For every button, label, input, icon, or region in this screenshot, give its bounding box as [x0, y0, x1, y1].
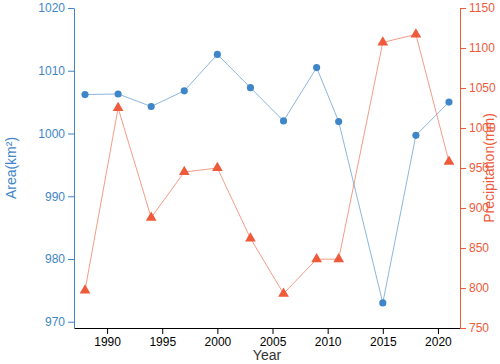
point — [335, 118, 342, 125]
tick-mark — [460, 288, 466, 289]
data — [80, 28, 455, 306]
tick-label: 2015 — [370, 335, 397, 349]
tick-label: 1990 — [94, 335, 121, 349]
point — [412, 132, 419, 139]
point — [181, 87, 188, 94]
point — [377, 36, 388, 45]
tick: 1000 — [38, 127, 74, 141]
series-line — [85, 34, 449, 293]
tick-mark — [460, 88, 466, 89]
tick: 1990 — [94, 328, 121, 349]
tick-mark — [460, 168, 466, 169]
tick-label: 1050 — [469, 81, 496, 95]
tick-mark — [107, 328, 108, 334]
tick-mark — [217, 328, 218, 334]
tick: 750 — [460, 321, 489, 335]
point — [333, 253, 344, 262]
tick-label: 1020 — [38, 1, 65, 15]
chart: 1990 1995 2000 2005 2010 2015 2020 970 980 990 100… — [0, 0, 500, 364]
point — [179, 166, 190, 175]
tick: 1150 — [460, 1, 495, 15]
tick-label: 980 — [45, 252, 65, 266]
tick-mark — [383, 328, 384, 334]
point — [146, 211, 157, 220]
tick-label: 1150 — [469, 1, 495, 15]
tick-mark — [273, 328, 274, 334]
tick-label: 850 — [469, 241, 489, 255]
y2-axis-title: Precipitation(mm) — [481, 113, 497, 223]
tick-mark — [68, 8, 74, 9]
tick: 970 — [45, 315, 74, 329]
point — [278, 287, 289, 296]
tick-mark — [68, 322, 74, 323]
point — [280, 117, 287, 124]
tick: 850 — [460, 241, 489, 255]
point — [411, 28, 422, 37]
tick-label: 970 — [45, 315, 65, 329]
point — [81, 91, 88, 98]
tick-label: 1000 — [38, 127, 65, 141]
tick: 2015 — [370, 328, 397, 349]
point — [148, 103, 155, 110]
point — [245, 232, 256, 241]
point — [313, 64, 320, 71]
plot: 1990 1995 2000 2005 2010 2015 2020 970 980 990 100… — [38, 1, 496, 348]
point — [212, 162, 223, 171]
tick-mark — [68, 71, 74, 72]
tick: 1010 — [38, 64, 74, 78]
tick-mark — [460, 128, 466, 129]
tick-label: 750 — [469, 321, 489, 335]
tick-mark — [328, 328, 329, 334]
tick: 1020 — [38, 1, 74, 15]
tick: 990 — [45, 190, 74, 204]
tick-label: 1100 — [469, 41, 495, 55]
x-axis-title: Year — [253, 347, 282, 363]
y-axis-line — [74, 9, 75, 329]
tick: 2005 — [260, 328, 287, 349]
tick-label: 990 — [45, 190, 65, 204]
tick: 2000 — [205, 328, 232, 349]
tick-mark — [68, 196, 74, 197]
tick: 1995 — [149, 328, 176, 349]
tick-mark — [460, 248, 466, 249]
point — [214, 51, 221, 58]
point — [445, 99, 452, 106]
point — [115, 90, 122, 97]
tick-mark — [460, 48, 466, 49]
tick-mark — [460, 8, 466, 9]
tick-label: 1995 — [149, 335, 176, 349]
point — [113, 102, 124, 111]
x-axis: 1990 1995 2000 2005 2010 2015 2020 — [75, 328, 461, 349]
tick-mark — [438, 328, 439, 334]
tick-label: 1010 — [38, 64, 65, 78]
tick-mark — [460, 208, 466, 209]
y-axis-title: Area(km²) — [3, 137, 19, 199]
tick-mark — [68, 259, 74, 260]
tick: 1100 — [460, 41, 495, 55]
point — [80, 284, 91, 293]
tick-label: 800 — [469, 281, 489, 295]
tick-mark — [68, 133, 74, 134]
tick-label: 2020 — [425, 335, 452, 349]
tick: 1050 — [460, 81, 496, 95]
tick: 980 — [45, 252, 74, 266]
tick-label: 2000 — [205, 335, 232, 349]
point — [379, 299, 386, 306]
tick: 2020 — [425, 328, 452, 349]
tick-label: 2010 — [315, 335, 342, 349]
point — [311, 253, 322, 262]
point — [444, 155, 455, 164]
x-axis-line — [75, 328, 461, 329]
tick-mark — [162, 328, 163, 334]
y-axis: 970 980 990 1000 1010 1020 — [38, 1, 74, 329]
tick-mark — [460, 328, 466, 329]
tick: 2010 — [315, 328, 342, 349]
y2-axis: 7508008509009501000105011001150 — [460, 1, 496, 335]
tick: 800 — [460, 281, 489, 295]
point — [247, 84, 254, 91]
